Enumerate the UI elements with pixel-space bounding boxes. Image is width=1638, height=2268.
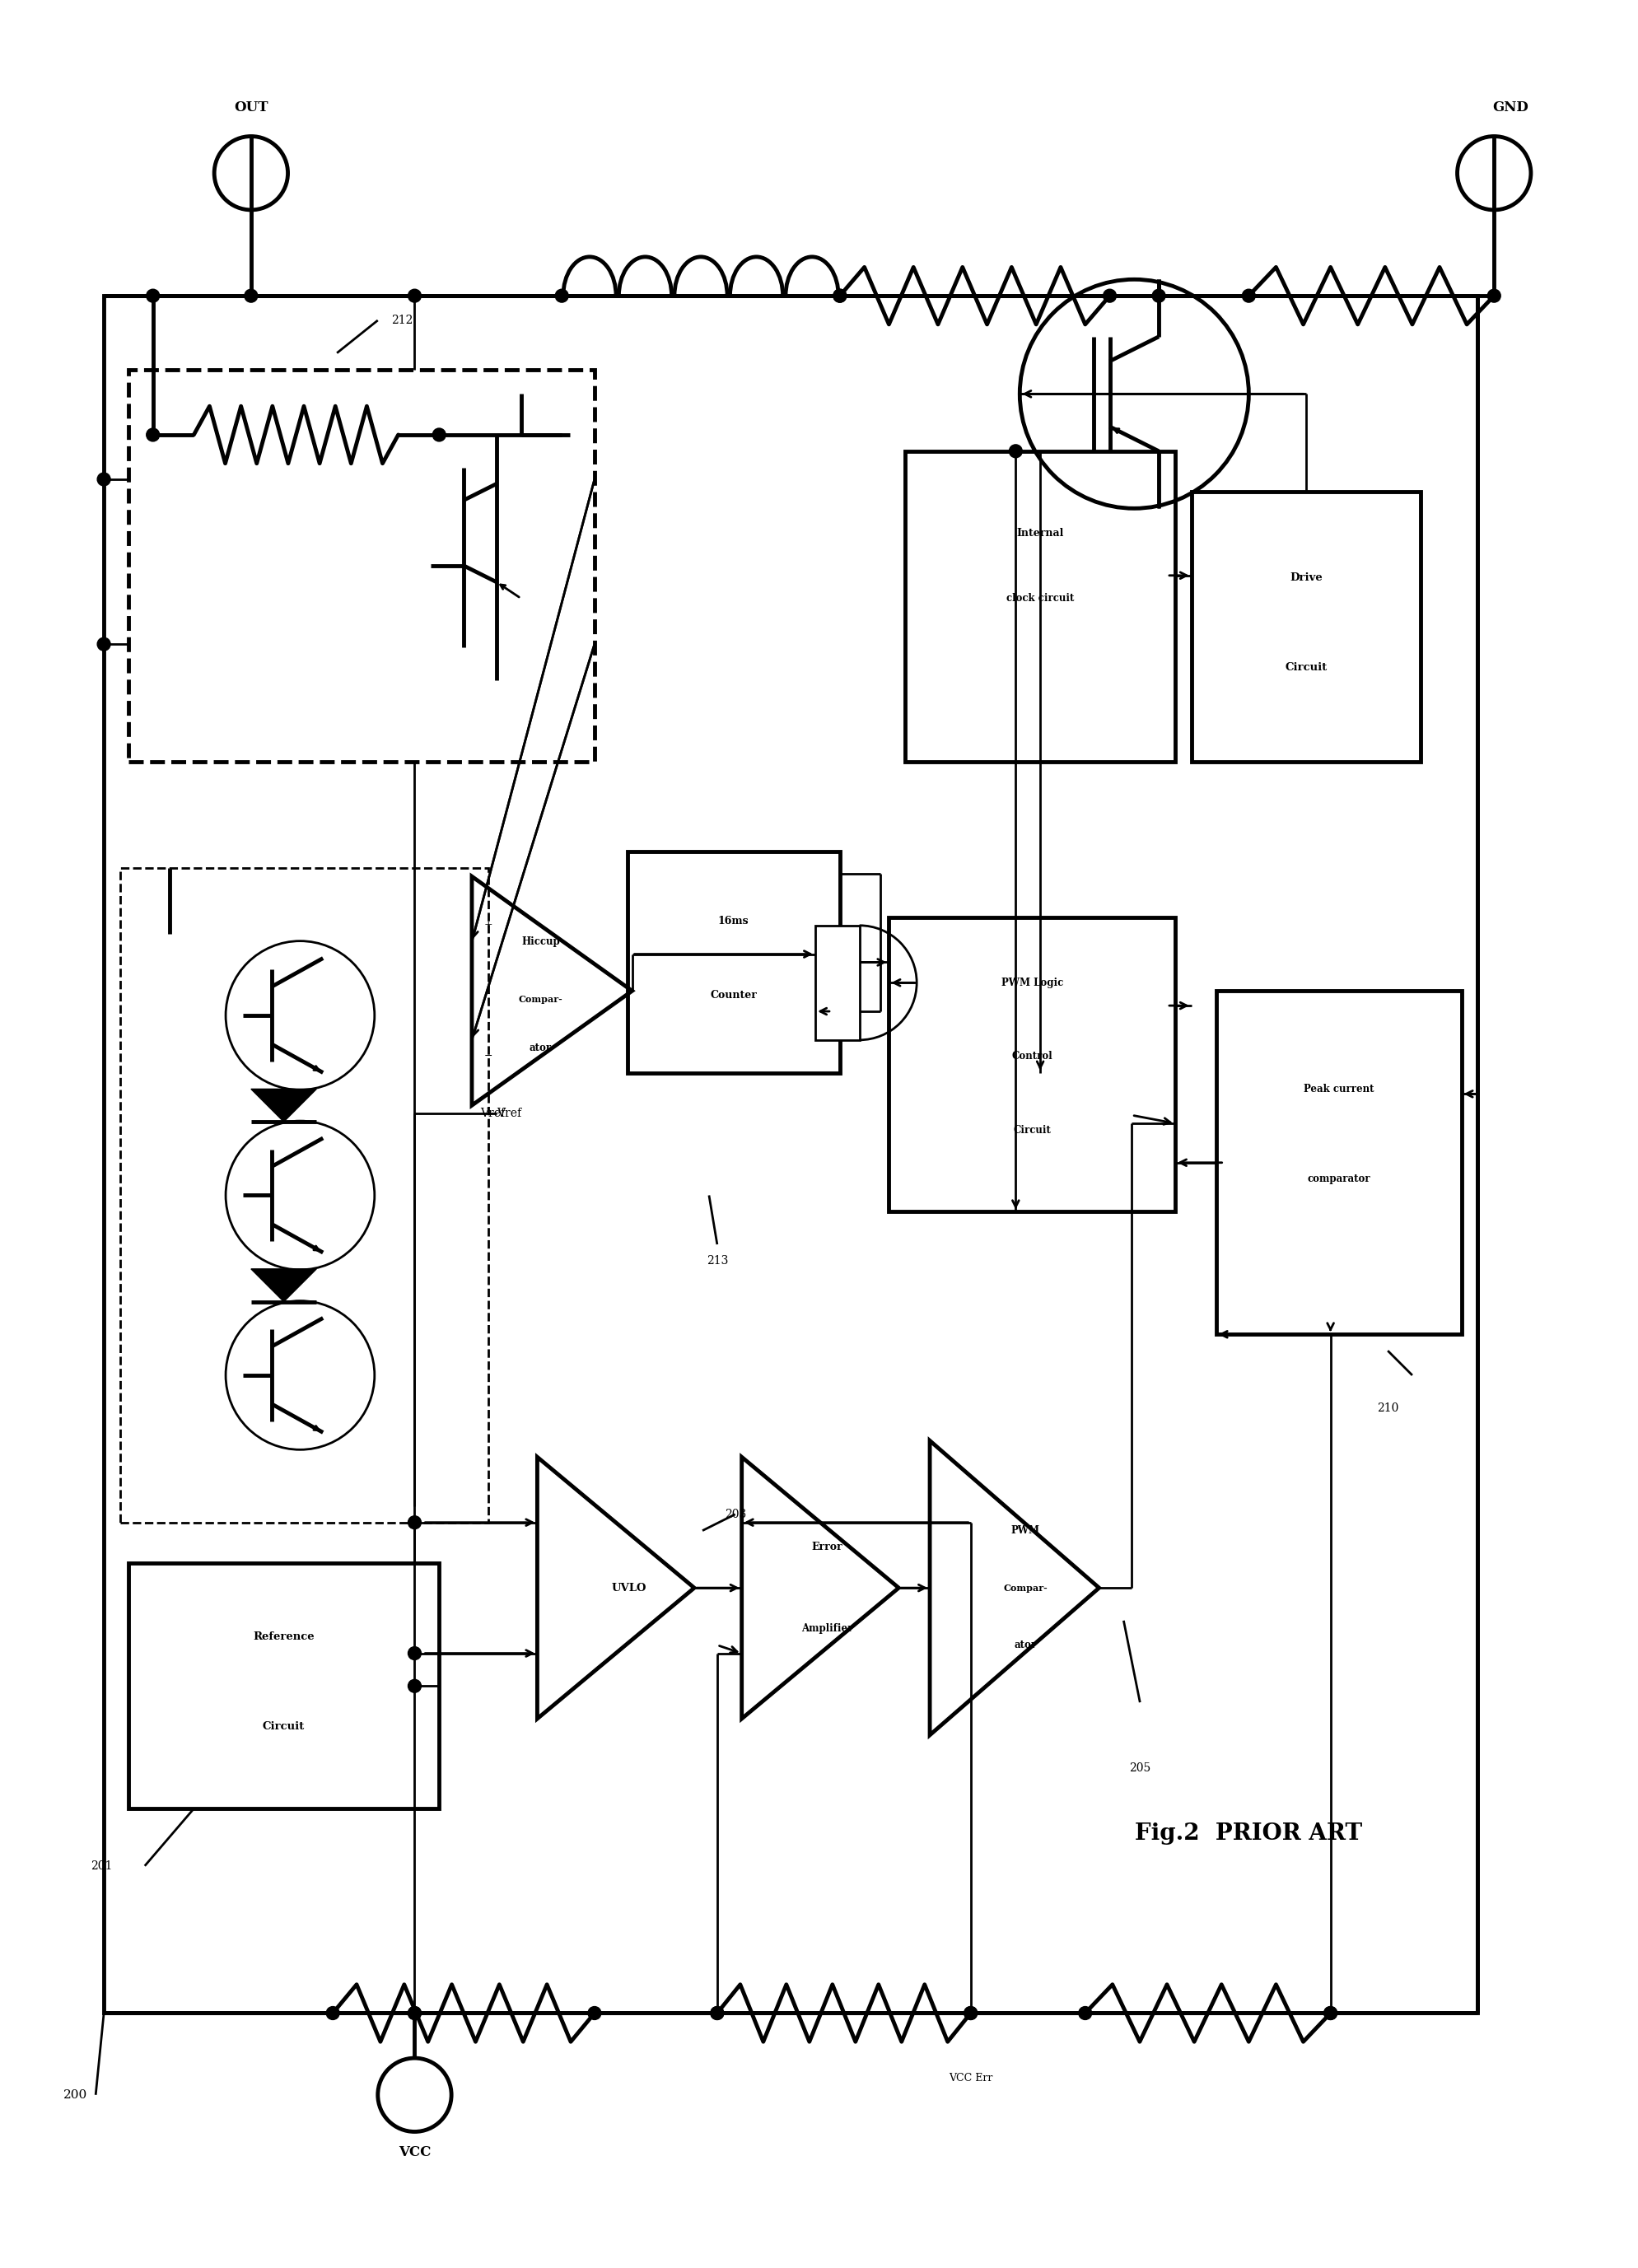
Text: Vref: Vref (480, 1107, 505, 1120)
Text: 16ms: 16ms (717, 916, 749, 928)
Bar (816, 925, 858, 1041)
Text: 213: 213 (706, 1254, 727, 1266)
Circle shape (1487, 290, 1500, 302)
Text: Amplifier: Amplifier (801, 1624, 852, 1635)
Text: PWM Logic: PWM Logic (1001, 978, 1063, 989)
Circle shape (711, 2007, 724, 2021)
Text: clock circuit: clock circuit (1006, 592, 1073, 603)
Circle shape (1324, 2007, 1337, 2021)
Circle shape (432, 429, 446, 442)
Text: Compar-: Compar- (518, 996, 562, 1005)
Bar (1191, 492, 1420, 762)
Text: Error: Error (811, 1542, 842, 1551)
Circle shape (555, 290, 568, 302)
Text: Drive: Drive (1289, 572, 1322, 583)
Circle shape (832, 290, 845, 302)
Bar (627, 853, 839, 1073)
Circle shape (1009, 445, 1022, 458)
Bar (904, 451, 1174, 762)
Text: Internal: Internal (1016, 528, 1063, 538)
Text: Hiccup: Hiccup (521, 937, 560, 948)
Text: Compar-: Compar- (1002, 1583, 1047, 1592)
Text: −: − (483, 1050, 493, 1061)
Text: comparator: comparator (1307, 1173, 1369, 1184)
Text: GND: GND (1492, 100, 1528, 116)
Text: 201: 201 (90, 1860, 111, 1871)
Circle shape (146, 290, 159, 302)
Text: Reference: Reference (252, 1631, 314, 1642)
Circle shape (832, 290, 845, 302)
Circle shape (97, 637, 110, 651)
Circle shape (1078, 2007, 1091, 2021)
Text: Circuit: Circuit (1284, 662, 1327, 674)
Text: +: + (483, 921, 493, 930)
Text: ator: ator (529, 1043, 552, 1052)
Text: Peak current: Peak current (1302, 1084, 1373, 1095)
Text: Counter: Counter (709, 989, 757, 1000)
Circle shape (408, 2007, 421, 2021)
Text: 200: 200 (64, 2089, 87, 2100)
Text: Circuit: Circuit (262, 1721, 305, 1733)
Text: 212: 212 (391, 315, 413, 327)
Bar (1215, 991, 1461, 1334)
Circle shape (588, 2007, 601, 2021)
Circle shape (1242, 290, 1255, 302)
Circle shape (97, 472, 110, 485)
Text: PWM: PWM (1011, 1526, 1040, 1535)
Circle shape (1152, 290, 1165, 302)
Circle shape (408, 2007, 421, 2021)
Text: ator: ator (1014, 1640, 1037, 1651)
Text: Circuit: Circuit (1012, 1125, 1050, 1136)
Polygon shape (251, 1089, 316, 1123)
Bar (888, 916, 1174, 1211)
Circle shape (244, 290, 257, 302)
Circle shape (146, 429, 159, 442)
Text: 203: 203 (724, 1508, 745, 1520)
Circle shape (963, 2007, 976, 2021)
Text: Fig.2  PRIOR ART: Fig.2 PRIOR ART (1135, 1821, 1361, 1844)
Text: VCC: VCC (398, 2146, 431, 2159)
Text: UVLO: UVLO (611, 1583, 645, 1592)
Circle shape (1102, 290, 1115, 302)
Circle shape (326, 2007, 339, 2021)
Text: OUT: OUT (234, 100, 269, 116)
Bar (128, 370, 595, 762)
Text: Vref: Vref (496, 1107, 521, 1120)
Text: 210: 210 (1376, 1402, 1397, 1413)
Text: Control: Control (1011, 1050, 1052, 1061)
Bar (103, 295, 1477, 2014)
Bar (120, 869, 488, 1522)
Text: VCC Err: VCC Err (948, 2073, 993, 2084)
Text: 205: 205 (1129, 1762, 1150, 1774)
Circle shape (408, 1681, 421, 1692)
Circle shape (408, 1647, 421, 1660)
Circle shape (1324, 2007, 1337, 2021)
Polygon shape (251, 1268, 316, 1302)
Circle shape (963, 2007, 976, 2021)
Circle shape (408, 1515, 421, 1529)
Bar (128, 1563, 439, 1808)
Circle shape (408, 290, 421, 302)
Circle shape (711, 2007, 724, 2021)
